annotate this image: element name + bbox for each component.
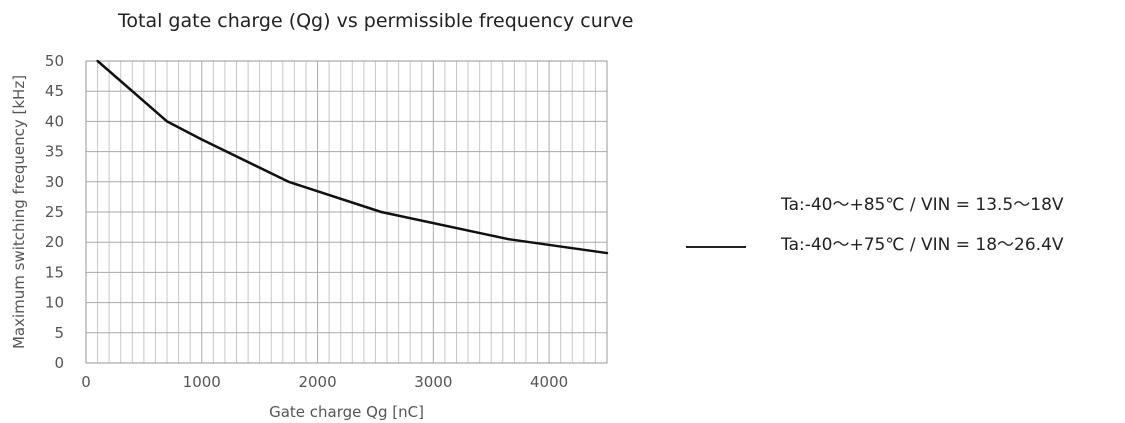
x-axis-label: Gate charge Qg [nC]: [269, 403, 424, 421]
y-axis-label: Maximum switching frequency [kHz]: [10, 75, 28, 349]
y-tick-labels: 0 5 10 15 20 25 30 35 40 45 50: [45, 52, 64, 372]
series-point: [380, 210, 383, 214]
y-tick-label: 25: [45, 203, 64, 221]
y-tick-label: 20: [45, 233, 64, 251]
series-point: [605, 251, 609, 255]
x-tick-label: 1000: [183, 373, 221, 391]
series-point: [507, 237, 510, 241]
grid-major: [86, 61, 607, 363]
legend-entry: Ta:-40～+75℃ / VIN = 18～26.4V: [781, 235, 1064, 255]
series-point: [287, 180, 290, 183]
chart-title: Total gate charge (Qg) vs permissible fr…: [118, 10, 634, 32]
x-tick-label: 2000: [298, 373, 336, 391]
y-tick-label: 10: [45, 294, 64, 312]
x-tick-labels: 0 1000 2000 3000 4000: [81, 373, 568, 391]
legend-line-swatch: [686, 246, 746, 248]
x-tick-label: 0: [81, 373, 91, 391]
y-tick-label: 15: [45, 263, 64, 281]
x-tick-label: 3000: [414, 373, 452, 391]
series-point: [96, 59, 99, 63]
y-tick-label: 35: [45, 143, 64, 161]
y-tick-label: 30: [45, 173, 64, 191]
y-tick-label: 40: [45, 112, 64, 130]
series-layer: [96, 59, 609, 255]
plot-frame: [85, 60, 608, 364]
series-point: [165, 120, 169, 123]
legend-entry: Ta:-40～+85℃ / VIN = 13.5～18V: [781, 195, 1064, 215]
y-tick-label: 0: [54, 354, 64, 372]
y-tick-label: 45: [45, 82, 64, 100]
series-point: [200, 138, 203, 141]
x-tick-label: 4000: [530, 373, 568, 391]
y-tick-label: 50: [45, 52, 64, 70]
y-tick-label: 5: [54, 324, 64, 342]
